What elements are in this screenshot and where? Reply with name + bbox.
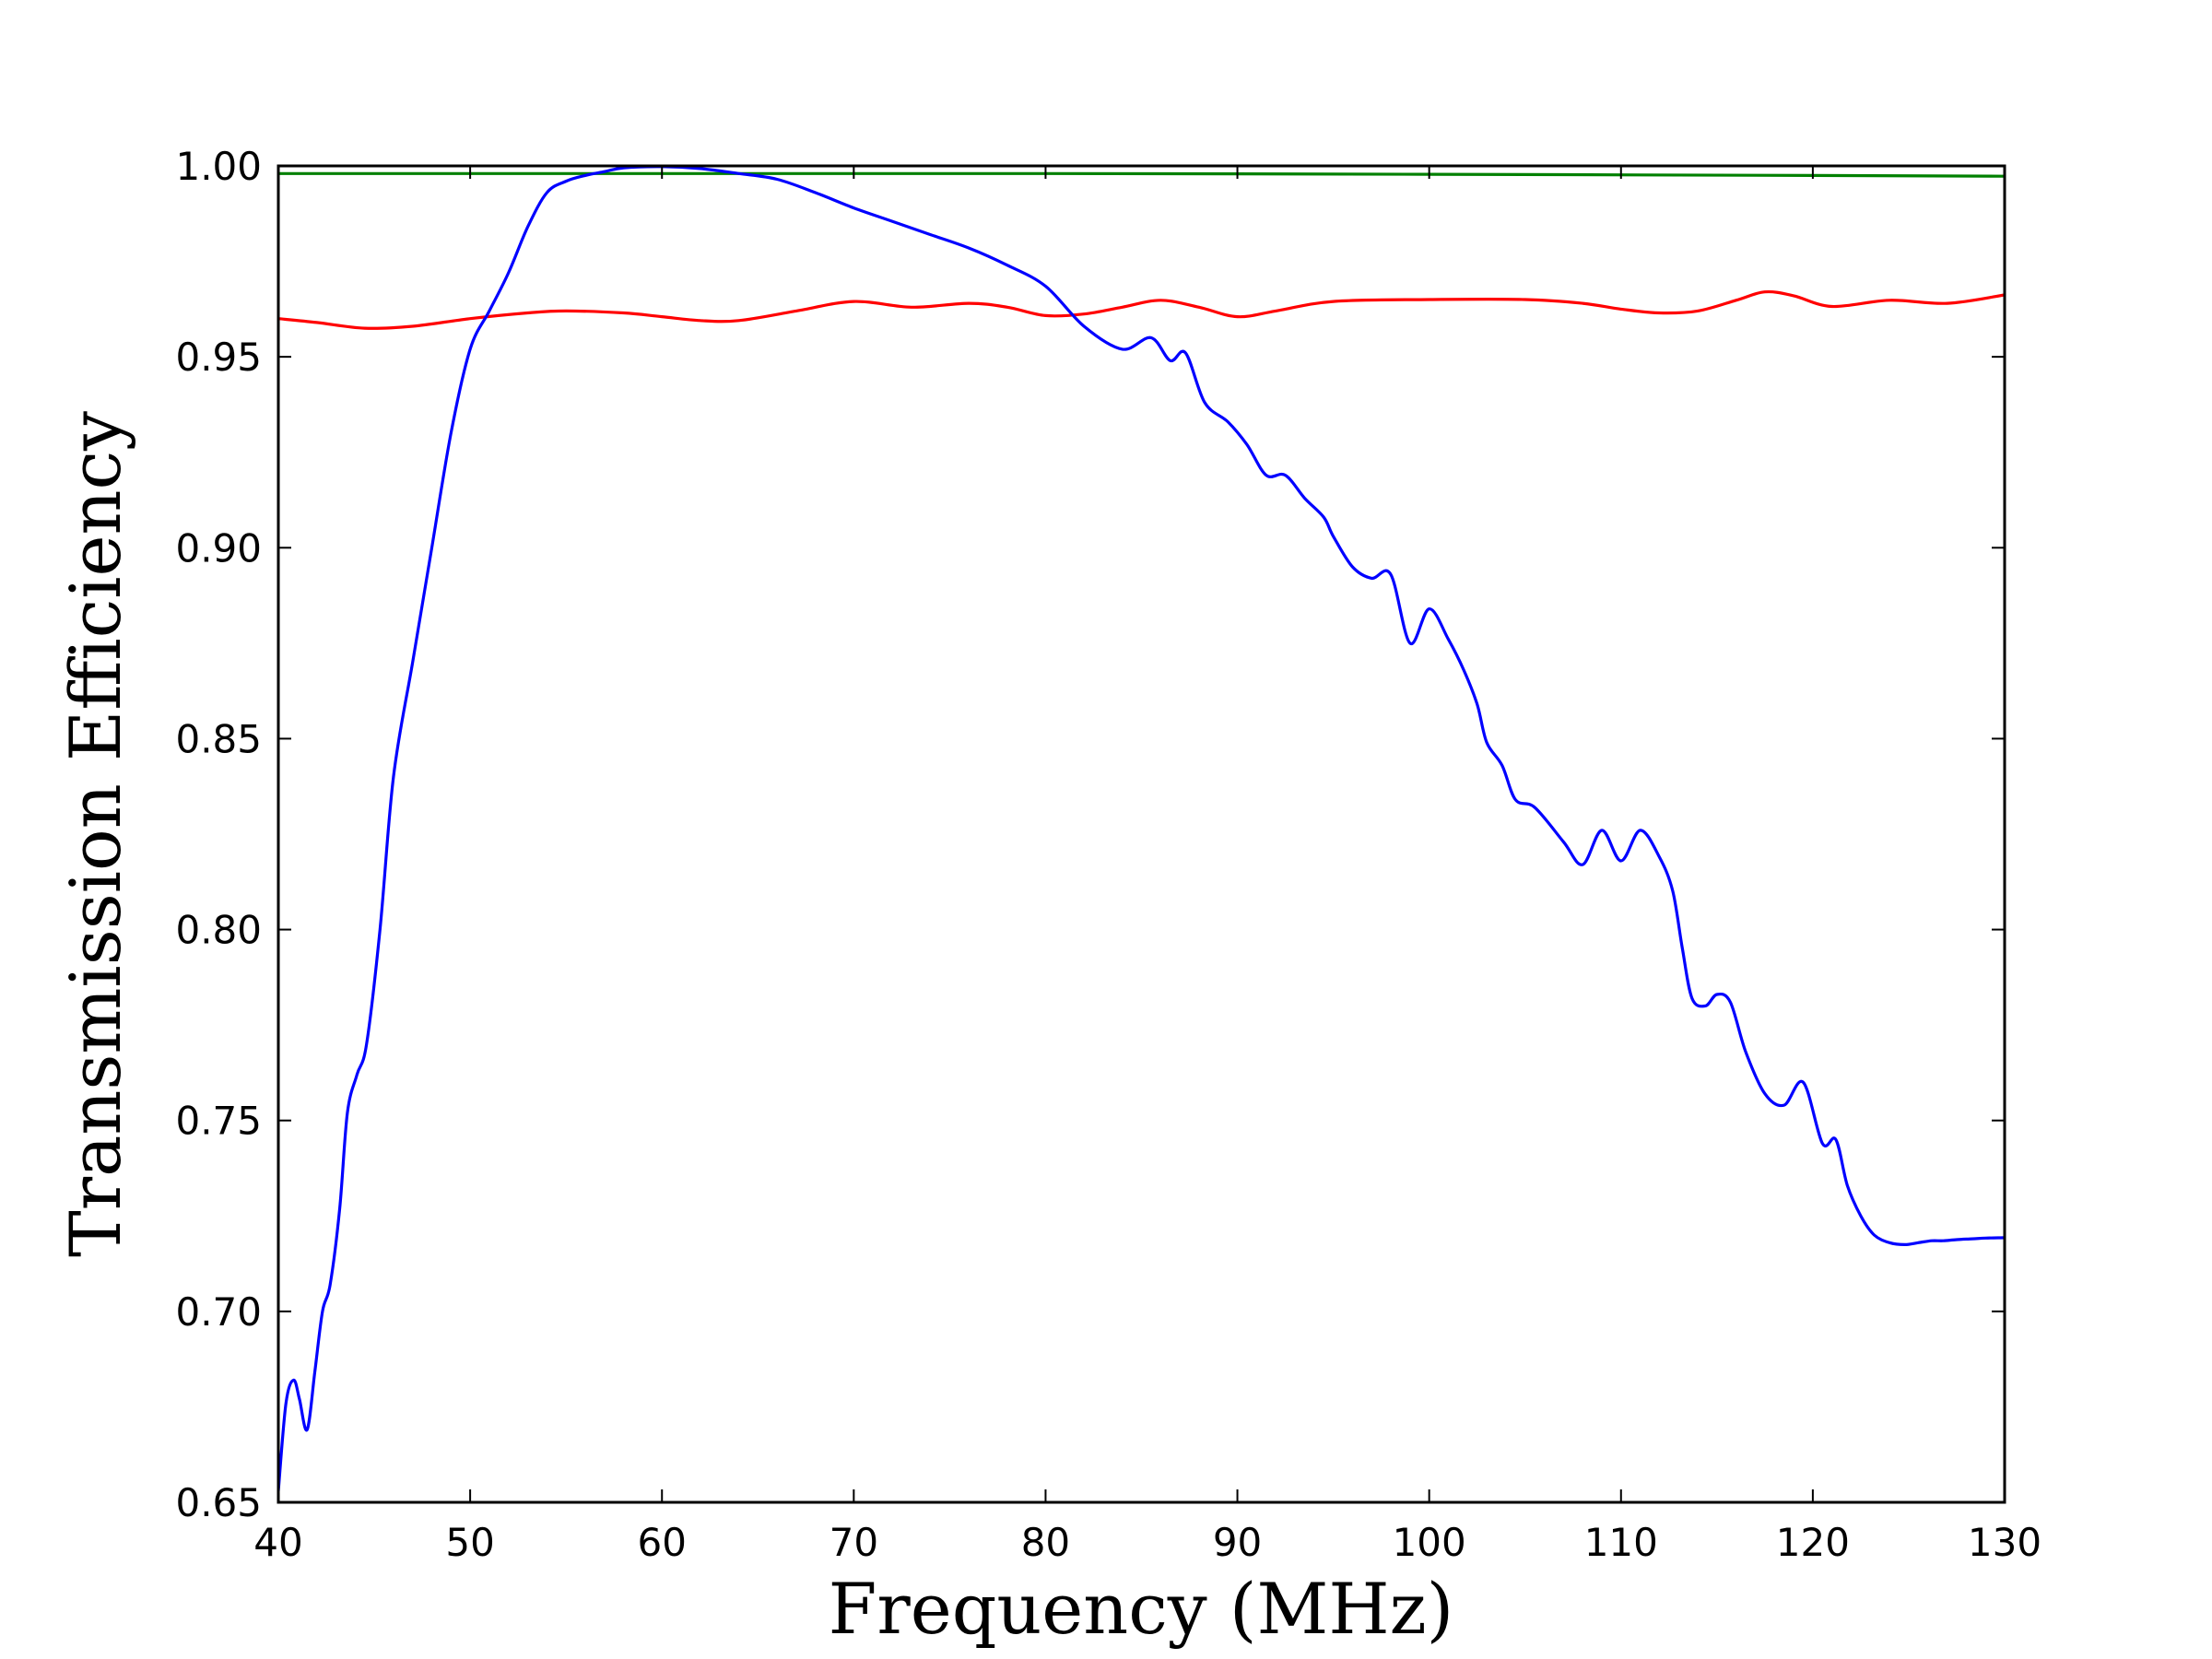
y-tick-label: 0.95 xyxy=(175,335,262,380)
x-tick-label: 120 xyxy=(1776,1520,1850,1565)
x-axis-ticks: 40 50 60 70 80 90 100 110 120 130 xyxy=(253,166,2041,1565)
series-line-green xyxy=(278,171,2005,178)
plot-frame xyxy=(276,164,2006,1504)
x-tick-label: 80 xyxy=(1021,1520,1070,1565)
x-tick-label: 50 xyxy=(445,1520,494,1565)
x-tick-label: 70 xyxy=(830,1520,878,1565)
y-axis-ticks: 0.65 0.70 0.75 0.80 0.85 0.90 0.95 1.00 xyxy=(175,144,2005,1525)
y-tick-label: 0.65 xyxy=(175,1480,262,1525)
series-line-red xyxy=(278,289,2005,330)
y-tick-label: 0.80 xyxy=(175,908,262,953)
series-line-blue xyxy=(278,166,2005,1491)
x-tick-label: 40 xyxy=(253,1520,302,1565)
x-tick-label: 90 xyxy=(1213,1520,1262,1565)
x-tick-label: 100 xyxy=(1393,1520,1466,1565)
x-tick-label: 60 xyxy=(637,1520,686,1565)
y-tick-label: 0.70 xyxy=(175,1289,262,1335)
series-layer xyxy=(278,166,2005,1491)
x-axis-title: Frequency (MHz) xyxy=(829,1568,1454,1650)
y-tick-label: 1.00 xyxy=(175,144,262,189)
y-tick-label: 0.90 xyxy=(175,525,262,571)
y-axis-title: Transmission Efficiency xyxy=(54,411,136,1257)
x-tick-label: 110 xyxy=(1584,1520,1658,1565)
y-tick-label: 0.85 xyxy=(175,716,262,761)
y-tick-label: 0.75 xyxy=(175,1099,262,1144)
x-tick-label: 130 xyxy=(1968,1520,2041,1565)
